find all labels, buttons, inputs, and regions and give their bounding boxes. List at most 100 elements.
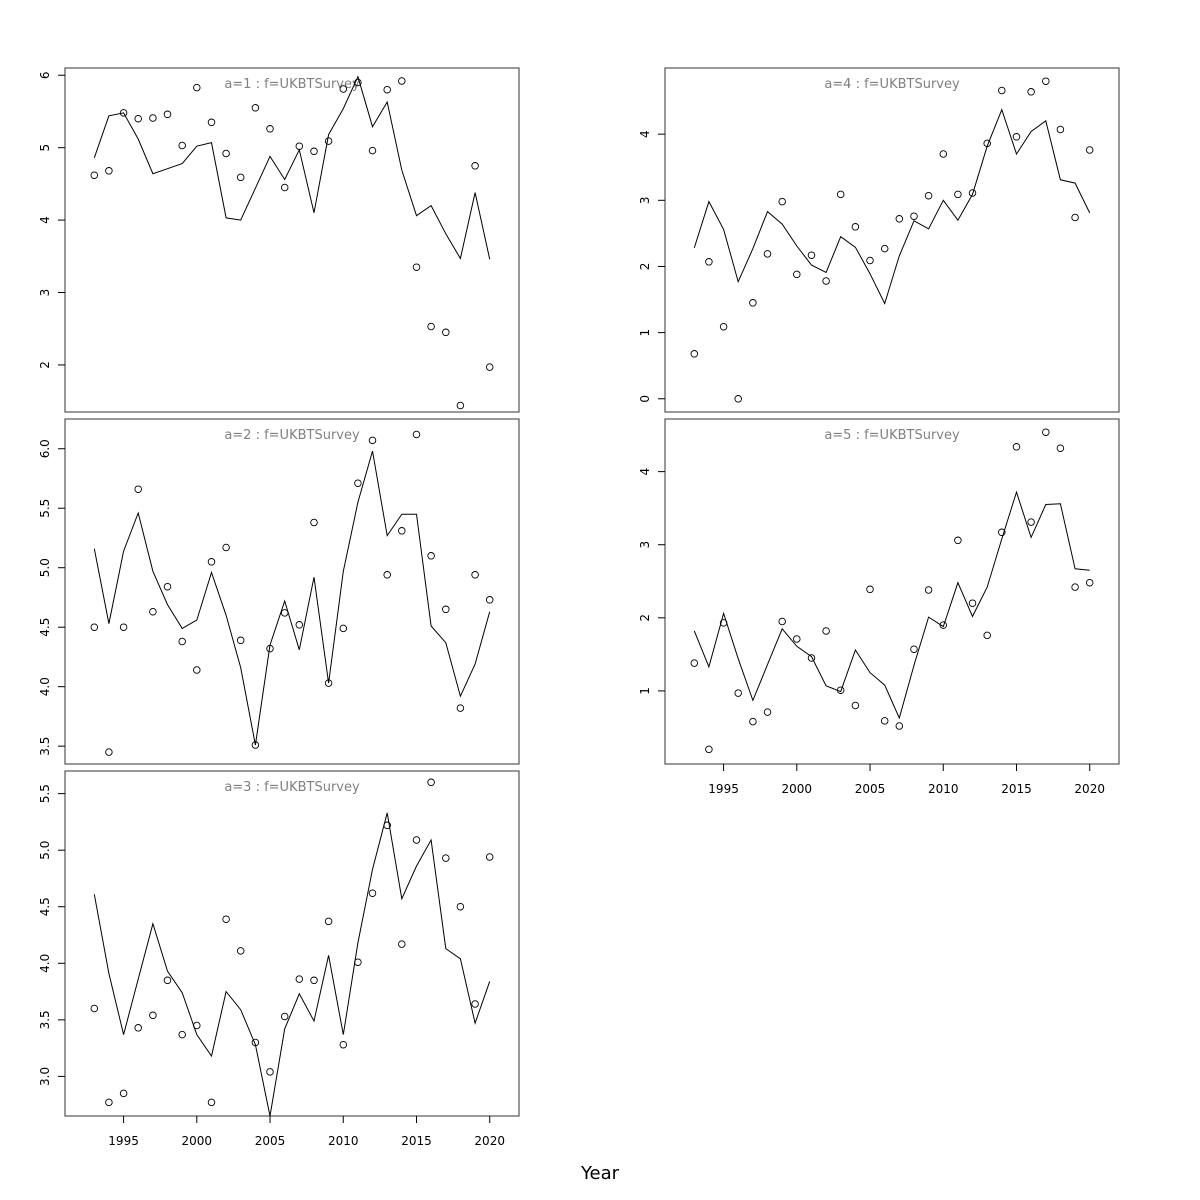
observed-point — [719, 322, 728, 331]
observed-point — [1071, 583, 1079, 591]
panel-a5: a=5 : f=UKBTSurvey 1 2 3 4 1995 2000 2005 2010 20… — [638, 418, 1120, 796]
x-tick-label: 2005 — [855, 782, 886, 796]
y-tick-label: 3 — [638, 541, 652, 549]
x-tick-label: 2005 — [255, 1134, 286, 1148]
observed-point — [427, 552, 435, 560]
y-tick-label: 5.5 — [38, 499, 52, 518]
observed-point — [383, 821, 391, 830]
observed-point — [266, 1068, 274, 1076]
observed-point — [719, 619, 728, 627]
observed-point — [398, 527, 406, 535]
observed-point — [442, 854, 450, 862]
observed-point — [485, 853, 494, 861]
observed-point — [193, 83, 201, 92]
observed-point — [851, 223, 860, 231]
observed-point — [983, 631, 991, 640]
observed-point — [998, 86, 1006, 95]
x-tick-label: 2015 — [401, 1134, 432, 1148]
observed-point — [383, 85, 391, 94]
panel-frame — [664, 418, 1120, 765]
observed-point — [910, 212, 918, 220]
observed-point — [295, 142, 304, 150]
observed-point — [427, 322, 435, 331]
y-tick-label: 5.0 — [38, 841, 52, 860]
observed-point — [866, 585, 874, 594]
observed-point — [456, 704, 465, 712]
observed-point — [690, 659, 699, 667]
observed-point — [836, 686, 845, 694]
y-tick-label: 4 — [38, 216, 52, 224]
observed-point — [368, 436, 377, 445]
observed-point — [90, 171, 99, 179]
y-tick-label: 4.0 — [38, 677, 52, 696]
y-tick-label: 4.5 — [38, 618, 52, 637]
observed-point — [1027, 518, 1035, 526]
x-tick-label: 2000 — [782, 782, 813, 796]
x-tick-label: 2010 — [328, 1134, 359, 1148]
panels-layer: a=1 : f=UKBTSurvey 2 3 4 5 6 a=2 : f=UKBTSurve… — [38, 67, 1120, 1148]
observed-point — [471, 162, 479, 170]
panel-a2: a=2 : f=UKBTSurvey 3.5 4.0 4.5 5.0 5.5 6.0 — [38, 418, 520, 765]
observed-point — [222, 543, 230, 552]
x-tick-label: 1995 — [708, 782, 739, 796]
observed-point — [924, 586, 933, 594]
y-tick-label: 3.5 — [38, 737, 52, 756]
observed-point — [398, 940, 406, 948]
fitted-line — [93, 75, 491, 260]
fitted-line — [93, 812, 491, 1117]
y-tick-label: 3.0 — [38, 1067, 52, 1086]
fitted-line — [693, 490, 1090, 720]
x-tick-label: 1995 — [108, 1134, 139, 1148]
y-tick-label: 5.0 — [38, 558, 52, 577]
observed-point — [119, 623, 128, 631]
panel-frame — [664, 67, 1120, 413]
observed-point — [895, 215, 904, 223]
y-tick-label: 3.5 — [38, 1010, 52, 1029]
observed-point — [90, 623, 99, 631]
panel-frame — [64, 418, 520, 765]
observed-point — [1042, 428, 1050, 436]
y-tick-label: 2 — [38, 361, 52, 369]
observed-point — [866, 256, 874, 265]
observed-point — [324, 137, 333, 145]
observed-point — [324, 917, 333, 926]
observed-point — [807, 251, 816, 259]
observed-point — [383, 571, 391, 579]
observed-point — [105, 1098, 113, 1107]
observed-point — [105, 748, 113, 756]
observed-point — [280, 1012, 289, 1021]
observed-point — [207, 118, 216, 127]
observed-point — [163, 976, 172, 985]
observed-point — [705, 258, 713, 266]
x-axis-title: Year — [580, 1163, 620, 1184]
observed-point — [793, 270, 801, 279]
y-tick-label: 0 — [638, 395, 652, 403]
observed-point — [471, 1000, 479, 1008]
observed-point — [207, 558, 216, 566]
observed-point — [310, 518, 318, 527]
observed-point — [339, 1040, 348, 1049]
observed-point — [749, 299, 757, 307]
observed-point — [222, 149, 230, 158]
observed-point — [1085, 578, 1094, 587]
observed-point — [193, 1021, 201, 1030]
observed-point — [295, 621, 304, 629]
observed-point — [412, 263, 421, 271]
observed-point — [778, 197, 786, 206]
panel-frame — [64, 770, 520, 1117]
observed-point — [412, 836, 421, 844]
x-tick-label: 2000 — [182, 1134, 213, 1148]
observed-point — [105, 167, 113, 175]
y-tick-label: 5.5 — [38, 784, 52, 803]
observed-point — [456, 902, 465, 911]
observed-point — [749, 717, 757, 726]
observed-point — [1042, 77, 1050, 85]
observed-point — [280, 183, 289, 192]
panel-frame — [64, 67, 520, 413]
x-tick-label: 2020 — [474, 1134, 505, 1148]
observed-point — [1056, 125, 1065, 134]
observed-point — [763, 250, 772, 258]
panel-title: a=4 : f=UKBTSurvey — [824, 77, 960, 92]
observed-point — [895, 722, 904, 730]
observed-point — [90, 1004, 99, 1013]
